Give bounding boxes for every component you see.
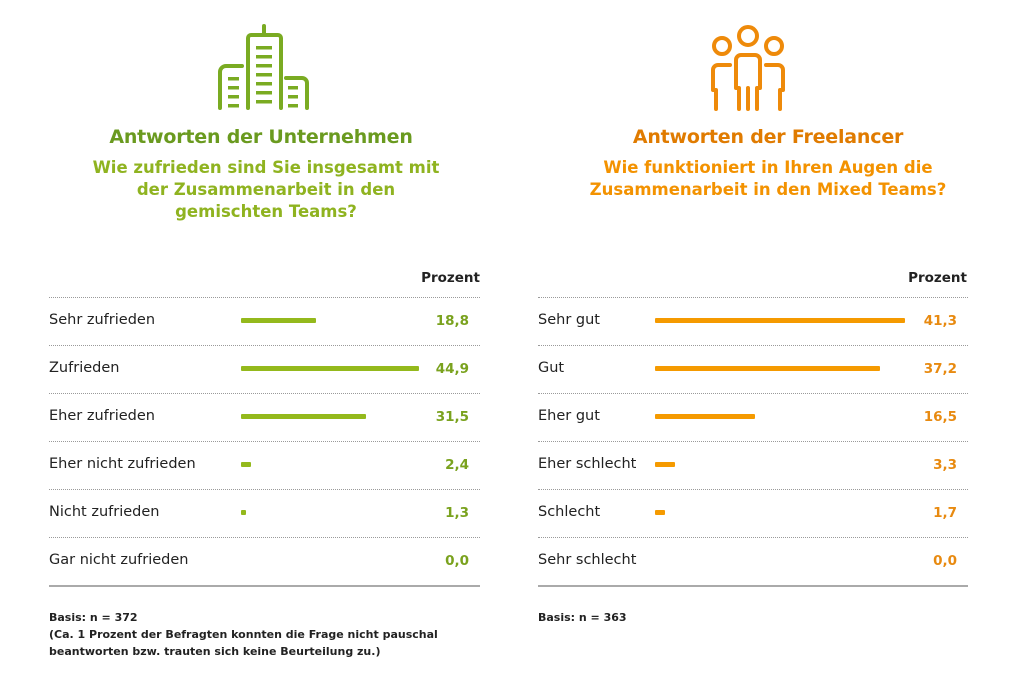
category-label: Eher schlecht — [538, 456, 637, 472]
category-label: Gar nicht zufrieden — [49, 552, 189, 568]
bar — [655, 510, 666, 515]
bar — [655, 318, 905, 323]
value-label: 2,4 — [445, 457, 469, 473]
bar — [241, 414, 367, 419]
footnote-basis: Basis: n = 372 — [49, 611, 138, 624]
companies-panel: Antworten der Unternehmen Wie zufrieden … — [49, 24, 480, 658]
value-label: 31,5 — [435, 409, 469, 425]
category-label: Zufrieden — [49, 360, 120, 376]
row-divider — [538, 441, 968, 442]
value-label: 41,3 — [923, 313, 957, 329]
chart-subtitle: Wie zufrieden sind Sie insgesamt mit der… — [92, 158, 440, 221]
category-label: Gut — [538, 360, 565, 376]
chart-title: Antworten der Unternehmen — [109, 126, 413, 148]
value-label: 0,0 — [445, 553, 469, 569]
row-divider — [49, 585, 480, 587]
row-divider — [538, 585, 968, 587]
bar — [655, 462, 675, 467]
category-label: Sehr schlecht — [538, 552, 637, 568]
value-label: 44,9 — [435, 361, 469, 377]
bar — [241, 462, 251, 467]
footnote-line-1: (Ca. 1 Prozent der Befragten konnten die… — [49, 628, 438, 641]
category-label: Eher nicht zufrieden — [49, 456, 196, 472]
row-divider — [49, 345, 480, 346]
value-label: 18,8 — [435, 313, 469, 329]
category-label: Sehr gut — [538, 312, 600, 328]
value-label: 1,7 — [933, 505, 957, 521]
bar — [241, 318, 316, 323]
footnote-line-2: beantworten bzw. trauten sich keine Beur… — [49, 645, 381, 658]
bar — [655, 414, 755, 419]
row-divider — [49, 393, 480, 394]
row-divider — [49, 297, 480, 298]
value-column-header: Prozent — [908, 270, 967, 286]
value-label: 0,0 — [933, 553, 957, 569]
freelancers-panel: Antworten der Freelancer Wie funktionier… — [512, 0, 1024, 696]
value-label: 3,3 — [933, 457, 957, 473]
category-label: Schlecht — [538, 504, 601, 520]
bar — [241, 366, 420, 371]
chart-title: Antworten der Freelancer — [632, 126, 904, 148]
category-label: Nicht zufrieden — [49, 504, 160, 520]
office-buildings-icon — [218, 24, 309, 110]
value-label: 1,3 — [445, 505, 469, 521]
row-divider — [538, 297, 968, 298]
value-label: 16,5 — [923, 409, 957, 425]
row-divider — [538, 489, 968, 490]
value-label: 37,2 — [923, 361, 957, 377]
bar — [655, 366, 881, 371]
row-divider — [538, 537, 968, 538]
category-label: Eher gut — [538, 408, 600, 424]
bar — [241, 510, 247, 515]
value-column-header: Prozent — [421, 270, 480, 286]
category-label: Eher zufrieden — [49, 408, 155, 424]
chart-subtitle: Wie funktioniert in Ihren Augen die Zusa… — [589, 158, 947, 199]
row-divider — [49, 489, 480, 490]
row-divider — [49, 441, 480, 442]
category-label: Sehr zufrieden — [49, 312, 156, 328]
row-divider — [538, 345, 968, 346]
people-group-icon — [711, 25, 785, 111]
row-divider — [49, 537, 480, 538]
row-divider — [538, 393, 968, 394]
footnote-basis: Basis: n = 363 — [538, 611, 627, 624]
